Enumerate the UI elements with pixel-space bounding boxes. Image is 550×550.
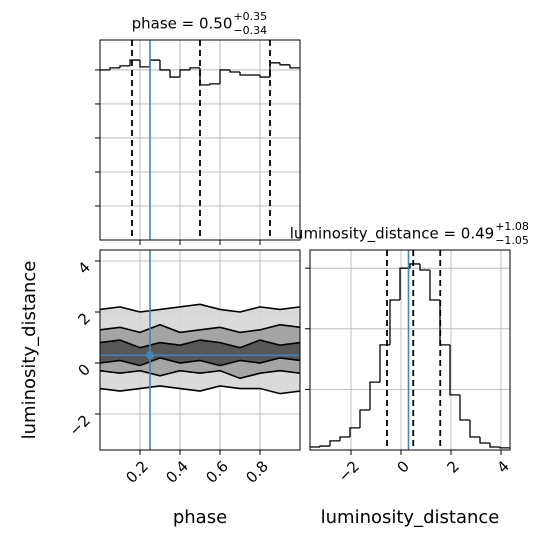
histogram-step xyxy=(189,67,200,70)
histogram-step xyxy=(359,409,370,428)
histogram-step xyxy=(159,60,170,71)
x-axis-label: phase xyxy=(173,507,227,528)
contour-line xyxy=(99,303,301,313)
histogram-step xyxy=(109,67,120,70)
contour-line xyxy=(99,385,301,395)
histogram-step xyxy=(219,69,230,84)
histogram-step xyxy=(289,64,300,69)
histogram-step xyxy=(379,344,390,383)
histogram-step xyxy=(449,344,460,396)
y-axis-label: luminosity_distance xyxy=(19,261,40,440)
x-tick-label: 0.4 xyxy=(162,457,192,487)
histogram-step xyxy=(429,270,440,301)
histogram-step xyxy=(389,299,400,345)
x-tick-label: 0 xyxy=(394,457,413,476)
histogram-step xyxy=(399,267,410,300)
y-tick-label: 2 xyxy=(75,309,94,328)
histogram-step xyxy=(229,69,240,73)
histogram-step xyxy=(319,445,330,447)
contour-line xyxy=(99,369,301,380)
histogram-step xyxy=(439,300,450,346)
contour-line xyxy=(99,339,301,349)
histogram-step xyxy=(129,59,140,66)
title-minus: −0.34 xyxy=(233,24,267,37)
histogram-step xyxy=(119,65,130,68)
contour-line xyxy=(99,357,301,367)
histogram-step xyxy=(469,420,480,438)
histogram-step xyxy=(169,69,180,78)
panel-title: phase = 0.50 xyxy=(132,15,233,33)
title-minus: −1.05 xyxy=(495,234,529,247)
x-tick-label: 0.6 xyxy=(202,457,232,487)
histogram-step xyxy=(369,381,380,410)
x-tick-label: 4 xyxy=(494,457,513,476)
contour-line xyxy=(99,323,301,334)
x-tick-label: 2 xyxy=(444,457,463,476)
histogram-step xyxy=(139,60,150,68)
x-tick-label: 0.2 xyxy=(122,457,152,487)
histogram-step xyxy=(239,71,250,76)
truth-point xyxy=(146,351,154,360)
histogram-step xyxy=(149,59,160,67)
title-plus: +0.35 xyxy=(233,10,267,23)
histogram-step xyxy=(259,75,270,78)
title-plus: +1.08 xyxy=(495,220,529,233)
histogram-step xyxy=(209,83,220,85)
histogram-step xyxy=(499,446,510,449)
x-tick-label: 0.8 xyxy=(242,457,272,487)
histogram-step xyxy=(179,69,190,78)
histogram-step xyxy=(419,263,430,271)
histogram-step xyxy=(409,263,420,269)
histogram-step xyxy=(489,443,500,448)
histogram-step xyxy=(329,440,340,447)
histogram-step xyxy=(199,67,210,86)
y-tick-label: −2 xyxy=(66,411,94,439)
panel-frame xyxy=(309,249,511,451)
y-tick-label: 4 xyxy=(75,258,94,277)
x-tick-label: −2 xyxy=(335,457,363,485)
histogram-step xyxy=(459,394,470,421)
histogram-step xyxy=(339,436,350,441)
panel-frame xyxy=(99,249,301,451)
histogram-step xyxy=(279,62,290,66)
histogram-step xyxy=(349,427,360,437)
x-axis-label: luminosity_distance xyxy=(321,507,500,528)
y-tick-label: 0 xyxy=(75,360,94,379)
panel-title: luminosity_distance = 0.49 xyxy=(290,225,494,244)
panel-frame xyxy=(99,39,301,241)
histogram-step xyxy=(479,436,490,444)
